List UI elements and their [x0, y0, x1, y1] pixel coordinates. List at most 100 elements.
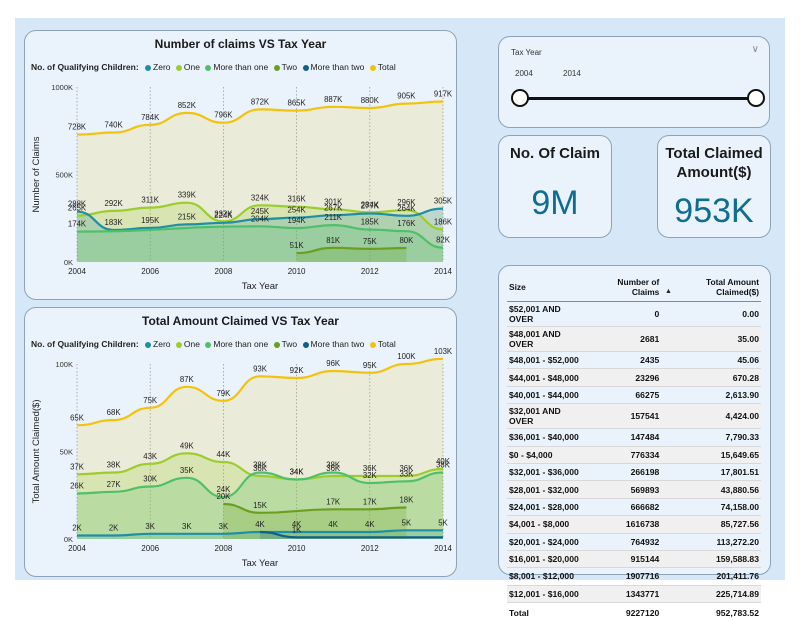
cell-size: $12,001 - $16,000	[507, 585, 588, 604]
data-label: 5K	[438, 518, 448, 527]
table-row[interactable]: $20,001 - $24,000 764932 113,272.20	[507, 533, 761, 551]
data-label: 87K	[180, 375, 195, 384]
slider-track[interactable]	[519, 97, 755, 100]
cell-size: $44,001 - $48,000	[507, 368, 588, 387]
data-label: 245K	[251, 207, 270, 216]
x-tick-label: 2010	[288, 267, 306, 276]
chart-title: Total Amount Claimed VS Tax Year	[142, 314, 339, 328]
legend-item-total[interactable]: Total	[369, 62, 396, 72]
data-label: 1K	[292, 525, 302, 534]
data-label: 33K	[399, 469, 414, 478]
data-label: 728K	[68, 123, 87, 132]
kpi-title-line2: Amount($)	[676, 164, 752, 181]
cell-amount: 225,714.89	[661, 585, 761, 604]
claims-chart-card: Number of claims VS Tax Year No. of Qual…	[24, 30, 457, 300]
table-row[interactable]: $44,001 - $48,000 23296 670.28	[507, 368, 761, 387]
x-tick-label: 2014	[434, 544, 452, 553]
table-row[interactable]: $28,001 - $32,000 569893 43,880.56	[507, 480, 761, 499]
data-label: 311K	[141, 196, 159, 205]
data-label: 38K	[326, 461, 341, 470]
table-row[interactable]: $12,001 - $16,000 1343771 225,714.89	[507, 585, 761, 604]
data-label: 288K	[68, 200, 87, 209]
data-label: 49K	[180, 441, 195, 450]
legend-dot-icon	[273, 64, 280, 71]
table-row[interactable]: $48,001 AND OVER 2681 35.00	[507, 326, 761, 352]
legend-item-more-than-two[interactable]: More than two	[302, 62, 364, 72]
area-total	[77, 358, 443, 539]
cell-amount: 15,649.65	[661, 446, 761, 464]
legend-item-two[interactable]: Two	[273, 339, 297, 349]
cell-claims: 2435	[587, 351, 662, 370]
kpi-title: No. Of Claim	[509, 145, 600, 162]
legend-item-zero[interactable]: Zero	[145, 339, 171, 349]
column-header-amount[interactable]: Total Amount Claimed($)	[661, 274, 761, 302]
table-row[interactable]: $32,001 AND OVER 157541 4,424.00	[507, 403, 761, 430]
legend-item-total[interactable]: Total	[369, 339, 396, 349]
slicer-end-input[interactable]: 2014	[563, 69, 581, 78]
data-label: 75K	[143, 396, 158, 405]
data-label: 18K	[399, 496, 414, 505]
legend-dot-icon	[273, 341, 280, 348]
table-row[interactable]: $4,001 - $8,000 1616738 85,727.56	[507, 515, 761, 534]
legend-item-more-than-two[interactable]: More than two	[302, 339, 364, 349]
cell-amount: 7,790.33	[661, 428, 761, 447]
data-label: 24K	[216, 485, 231, 494]
kpi-value: 953K	[674, 192, 754, 230]
data-label: 51K	[290, 241, 305, 250]
chevron-down-icon[interactable]: ∨	[751, 44, 759, 55]
cell-claims: 1616738	[587, 515, 662, 534]
table-row[interactable]: $40,001 - $44,000 66275 2,613.90	[507, 386, 761, 405]
column-header-claims[interactable]: Number of Claims	[587, 274, 662, 302]
table-row[interactable]: $32,001 - $36,000 266198 17,801.51	[507, 463, 761, 482]
y-axis-title: Total Amount Claimed($)	[31, 399, 42, 503]
table-row[interactable]: $8,001 - $12,000 1907716 201,411.76	[507, 567, 761, 586]
data-label: 284K	[361, 200, 380, 209]
data-label: 2K	[72, 524, 82, 533]
cell-amount: 85,727.56	[661, 515, 761, 534]
table-row[interactable]: $24,001 - $28,000 666682 74,158.00	[507, 498, 761, 517]
data-label: 32K	[363, 471, 378, 480]
data-label: 2K	[109, 524, 119, 533]
cell-amount: 45.06	[661, 351, 761, 370]
slider-start-handle[interactable]	[511, 89, 529, 107]
data-label: 4K	[255, 520, 265, 529]
data-label: 27K	[107, 480, 122, 489]
table-row[interactable]: $0 - $4,000 776334 15,649.65	[507, 446, 761, 464]
table-row[interactable]: $36,001 - $40,000 147484 7,790.33	[507, 428, 761, 447]
legend-item-more-than-one[interactable]: More than one	[205, 62, 268, 72]
table-row[interactable]: $16,001 - $20,000 915144 159,588.83	[507, 550, 761, 569]
slider-end-handle[interactable]	[747, 89, 765, 107]
legend-item-more-than-one[interactable]: More than one	[205, 339, 268, 349]
table-row[interactable]: $48,001 - $52,000 2435 45.06	[507, 351, 761, 370]
data-label: 37K	[70, 462, 85, 471]
data-label: 740K	[104, 121, 123, 130]
slicer-start-input[interactable]: 2004	[515, 69, 533, 78]
data-label: 43K	[143, 452, 158, 461]
data-label: 917K	[434, 90, 453, 99]
data-label: 5K	[402, 518, 412, 527]
data-label: 215K	[178, 212, 197, 221]
y-tick-label: 0K	[64, 535, 73, 544]
y-axis-title: Number of Claims	[31, 136, 42, 212]
data-label: 880K	[361, 96, 380, 105]
data-label: 20K	[216, 492, 231, 501]
data-label: 35K	[180, 466, 195, 475]
data-label: 264K	[397, 204, 416, 213]
legend-item-one[interactable]: One	[175, 339, 200, 349]
legend-dot-icon	[369, 64, 376, 71]
area-one	[77, 202, 443, 262]
legend-item-zero[interactable]: Zero	[145, 62, 171, 72]
data-label: 4K	[328, 520, 338, 529]
sort-arrow-icon: ▲	[665, 288, 672, 295]
data-label: 38K	[107, 461, 122, 470]
data-label: 905K	[397, 92, 416, 101]
data-label: 267K	[324, 203, 343, 212]
cell-claims: 157541	[587, 403, 662, 430]
y-tick-label: 100K	[55, 360, 73, 369]
cell-claims: 2681	[587, 326, 662, 352]
table-row[interactable]: $52,001 AND OVER 0 0.00	[507, 301, 761, 327]
legend-item-one[interactable]: One	[175, 62, 200, 72]
cell-claims: 23296	[587, 368, 662, 387]
legend-item-two[interactable]: Two	[273, 62, 297, 72]
column-header-size[interactable]: Size	[507, 274, 588, 302]
